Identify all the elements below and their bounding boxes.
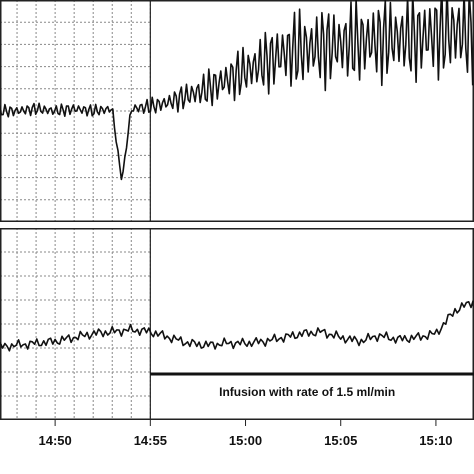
x-tick-label: 15:10	[419, 433, 452, 448]
trace-layer	[0, 0, 474, 352]
trace-panel-2	[0, 300, 474, 352]
x-tick-label: 15:00	[229, 433, 262, 448]
x-tick-label: 14:50	[38, 433, 71, 448]
infusion-annotation: Infusion with rate of 1.5 ml/min	[150, 372, 474, 399]
panel-frame-2	[0, 228, 474, 420]
x-tick-label: 15:05	[324, 433, 357, 448]
infusion-label: Infusion with rate of 1.5 ml/min	[219, 385, 395, 399]
x-tick-label: 14:55	[134, 433, 167, 448]
grid-layer	[0, 0, 151, 420]
x-tick-labels: 14:50 14:55 15:00 15:05 15:10	[38, 420, 453, 448]
trace-panel-1	[0, 0, 474, 181]
